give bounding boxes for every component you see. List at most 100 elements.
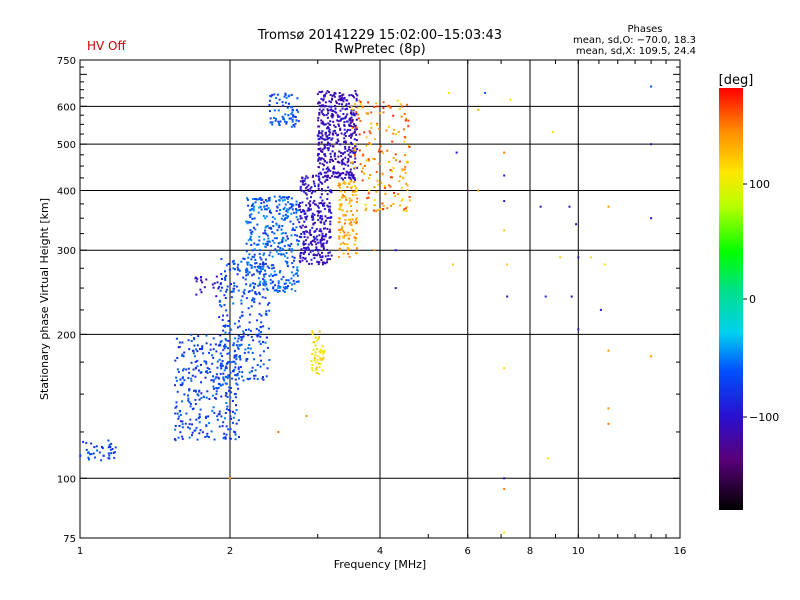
echo-point (278, 286, 281, 289)
echo-point (237, 347, 240, 350)
echo-point (217, 287, 220, 290)
echo-point (308, 253, 310, 256)
echo-point (405, 209, 408, 212)
echo-point (201, 348, 203, 351)
echo-point (301, 224, 304, 227)
echo-point (338, 150, 341, 153)
echo-point (205, 334, 208, 337)
echo-point (220, 258, 223, 260)
echo-point (262, 325, 265, 328)
echo-point (408, 195, 411, 198)
echo-point (376, 179, 379, 182)
echo-point (269, 282, 272, 285)
echo-point (339, 228, 342, 231)
echo-point (87, 456, 90, 459)
echo-point (199, 348, 201, 350)
echo-point (299, 180, 302, 183)
echo-point (330, 254, 333, 257)
echo-point (406, 184, 409, 187)
echo-point (280, 278, 283, 281)
echo-point (214, 397, 217, 400)
echo-point (236, 340, 239, 343)
echo-point (181, 353, 184, 356)
echo-point (278, 203, 281, 206)
echo-point (227, 374, 230, 377)
echo-point (341, 209, 344, 212)
echo-point (198, 415, 201, 418)
echo-point (251, 230, 254, 233)
y-tick-label: 200 (57, 330, 76, 341)
echo-point (378, 162, 381, 165)
echo-point (295, 203, 298, 206)
echo-point (246, 273, 249, 276)
echo-point (276, 229, 279, 232)
echo-point (291, 248, 293, 251)
echo-point (292, 227, 294, 230)
echo-point (247, 328, 250, 331)
echo-point (338, 217, 341, 220)
echo-point (249, 284, 252, 287)
echo-point (355, 233, 358, 235)
echo-point (265, 336, 268, 339)
echo-point (503, 200, 506, 203)
echo-point (271, 220, 274, 223)
echo-point (174, 425, 177, 427)
echo-point (238, 320, 240, 323)
echo-point (365, 144, 368, 147)
echo-point (284, 232, 287, 235)
echo-point (391, 140, 394, 143)
echo-point (338, 102, 341, 105)
echo-point (212, 406, 215, 409)
echo-point (308, 209, 311, 212)
echo-point (238, 436, 240, 438)
echo-point (218, 377, 221, 380)
x-tick-label: 1 (77, 546, 83, 557)
echo-point (568, 205, 571, 208)
echo-point (280, 232, 283, 235)
echo-point (322, 351, 325, 354)
echo-point (305, 239, 307, 242)
echo-point (290, 93, 293, 96)
echo-point (175, 401, 178, 404)
echo-point (268, 211, 271, 214)
echo-point (299, 225, 302, 228)
echo-point (291, 120, 294, 123)
echo-point (326, 116, 329, 119)
echo-point (179, 413, 182, 416)
echo-point (326, 198, 329, 201)
echo-point (356, 148, 359, 151)
echo-point (255, 333, 258, 336)
echo-point (317, 153, 320, 156)
echo-point (323, 144, 326, 147)
echo-point (109, 446, 112, 448)
echo-point (266, 242, 269, 245)
echo-point (350, 199, 353, 202)
echo-point (258, 272, 261, 275)
echo-point (349, 200, 352, 203)
echo-point (193, 344, 196, 347)
echo-point (339, 243, 342, 246)
echo-point (252, 209, 255, 212)
echo-point (351, 218, 354, 221)
echo-point (290, 203, 293, 206)
echo-point (351, 120, 354, 123)
echo-point (242, 291, 245, 294)
echo-point (342, 152, 345, 155)
echo-point (269, 251, 272, 254)
echo-point (354, 237, 357, 240)
echo-point (270, 273, 273, 276)
echo-point (179, 378, 182, 381)
echo-point (275, 223, 278, 226)
echo-point (299, 261, 302, 264)
echo-point (243, 258, 246, 260)
echo-point (222, 421, 225, 424)
echo-point (107, 439, 110, 442)
echo-point (253, 242, 256, 245)
echo-point (242, 332, 245, 335)
echo-point (278, 122, 280, 125)
x-axis-label: Frequency [MHz] (334, 558, 426, 571)
echo-point (326, 175, 329, 178)
echo-point (324, 227, 326, 230)
echo-point (255, 293, 258, 296)
echo-point (365, 112, 368, 115)
